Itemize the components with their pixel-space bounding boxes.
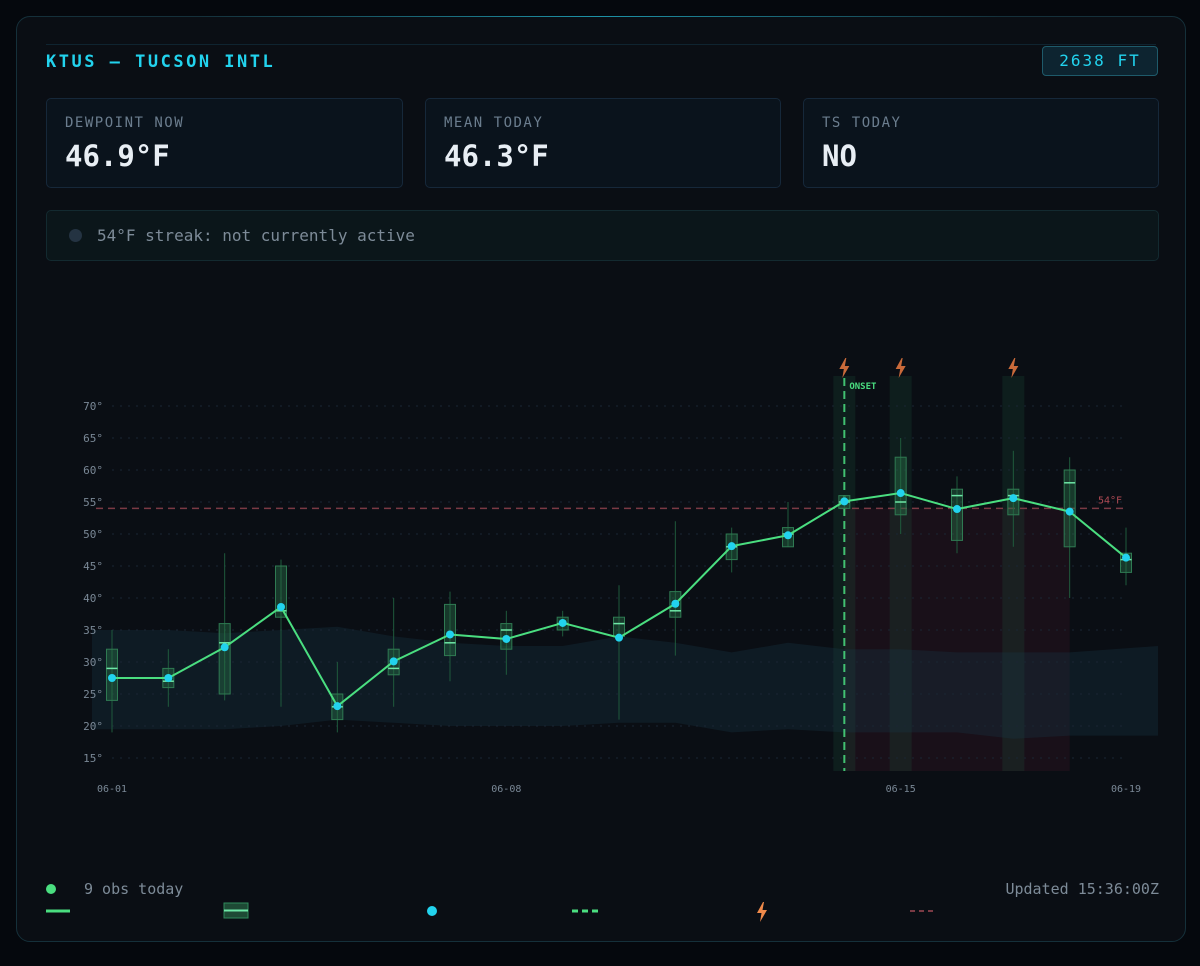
climatology-band xyxy=(92,626,1158,739)
legend-point-swatch xyxy=(427,906,437,916)
mean-point xyxy=(615,633,623,642)
y-tick-label: 45° xyxy=(83,560,103,573)
streak-banner: 54°F streak: not currently active xyxy=(46,210,1159,261)
y-tick-label: 60° xyxy=(83,464,103,477)
station-title: KTUS — TUCSON INTL xyxy=(46,52,276,72)
mean-point xyxy=(896,489,905,498)
box-iqr xyxy=(951,488,963,541)
mean-point xyxy=(558,618,567,627)
card-value: NO xyxy=(822,139,857,173)
y-tick-label: 50° xyxy=(83,528,103,541)
box-iqr xyxy=(894,456,907,516)
y-tick-label: 15° xyxy=(83,752,103,765)
card-value: 46.3°F xyxy=(444,139,549,173)
y-tick-label: 40° xyxy=(83,592,103,605)
streak-text: 54°F streak: not currently active xyxy=(97,226,415,245)
updated-time: Updated 15:36:00Z xyxy=(1005,880,1159,898)
box-iqr xyxy=(275,565,287,618)
mean-point xyxy=(277,602,285,611)
mean-point xyxy=(220,643,229,652)
obs-count: 9 obs today xyxy=(84,880,184,898)
header-rule xyxy=(46,44,1156,45)
legend-obs-dot xyxy=(46,884,56,894)
box-iqr xyxy=(444,603,456,657)
mean-point xyxy=(671,599,680,608)
lightning-icon xyxy=(1008,358,1019,378)
x-tick-label: 06-15 xyxy=(886,784,916,795)
card-dewpoint-now: DEWPOINT NOW 46.9°F xyxy=(46,98,403,188)
streak-status-dot xyxy=(69,229,82,242)
y-tick-label: 55° xyxy=(83,496,103,509)
mean-point xyxy=(1065,507,1074,516)
lightning-icon xyxy=(757,902,767,922)
mean-point xyxy=(108,674,116,682)
mean-point xyxy=(953,505,961,514)
y-tick-label: 30° xyxy=(83,656,103,669)
x-tick-label: 06-01 xyxy=(97,784,127,795)
lightning-icon xyxy=(839,358,850,378)
onset-label: ONSET xyxy=(849,382,877,392)
y-tick-label: 35° xyxy=(83,624,103,637)
legend xyxy=(46,884,936,922)
card-label: DEWPOINT NOW xyxy=(65,115,185,131)
y-tick-label: 65° xyxy=(83,432,103,445)
mean-point xyxy=(446,630,454,639)
lightning-icon xyxy=(895,358,906,378)
mean-point xyxy=(1122,553,1130,562)
storm-day-column xyxy=(1002,376,1025,771)
threshold-label: 54°F xyxy=(1098,495,1122,506)
box-iqr xyxy=(613,616,625,637)
mean-point xyxy=(840,497,849,506)
card-label: TS TODAY xyxy=(822,115,902,131)
y-tick-label: 70° xyxy=(83,400,103,413)
mean-point xyxy=(164,674,173,682)
card-value: 46.9°F xyxy=(65,139,170,173)
mean-point xyxy=(502,634,511,643)
mean-point xyxy=(727,542,736,551)
x-tick-label: 06-08 xyxy=(491,784,521,795)
box-iqr xyxy=(218,623,231,695)
mean-point xyxy=(333,702,342,711)
y-tick-label: 20° xyxy=(83,720,103,733)
mean-point xyxy=(389,657,398,666)
mean-point xyxy=(784,531,792,540)
box-iqr xyxy=(1120,552,1132,573)
mean-point xyxy=(1009,494,1018,503)
card-mean-today: MEAN TODAY 46.3°F xyxy=(425,98,781,188)
elevation-badge: 2638 FT xyxy=(1042,46,1158,76)
x-tick-label: 06-19 xyxy=(1111,784,1141,795)
card-label: MEAN TODAY xyxy=(444,115,544,131)
y-tick-label: 25° xyxy=(83,688,103,701)
card-ts-today: TS TODAY NO xyxy=(803,98,1159,188)
panel-glow xyxy=(200,16,1000,17)
